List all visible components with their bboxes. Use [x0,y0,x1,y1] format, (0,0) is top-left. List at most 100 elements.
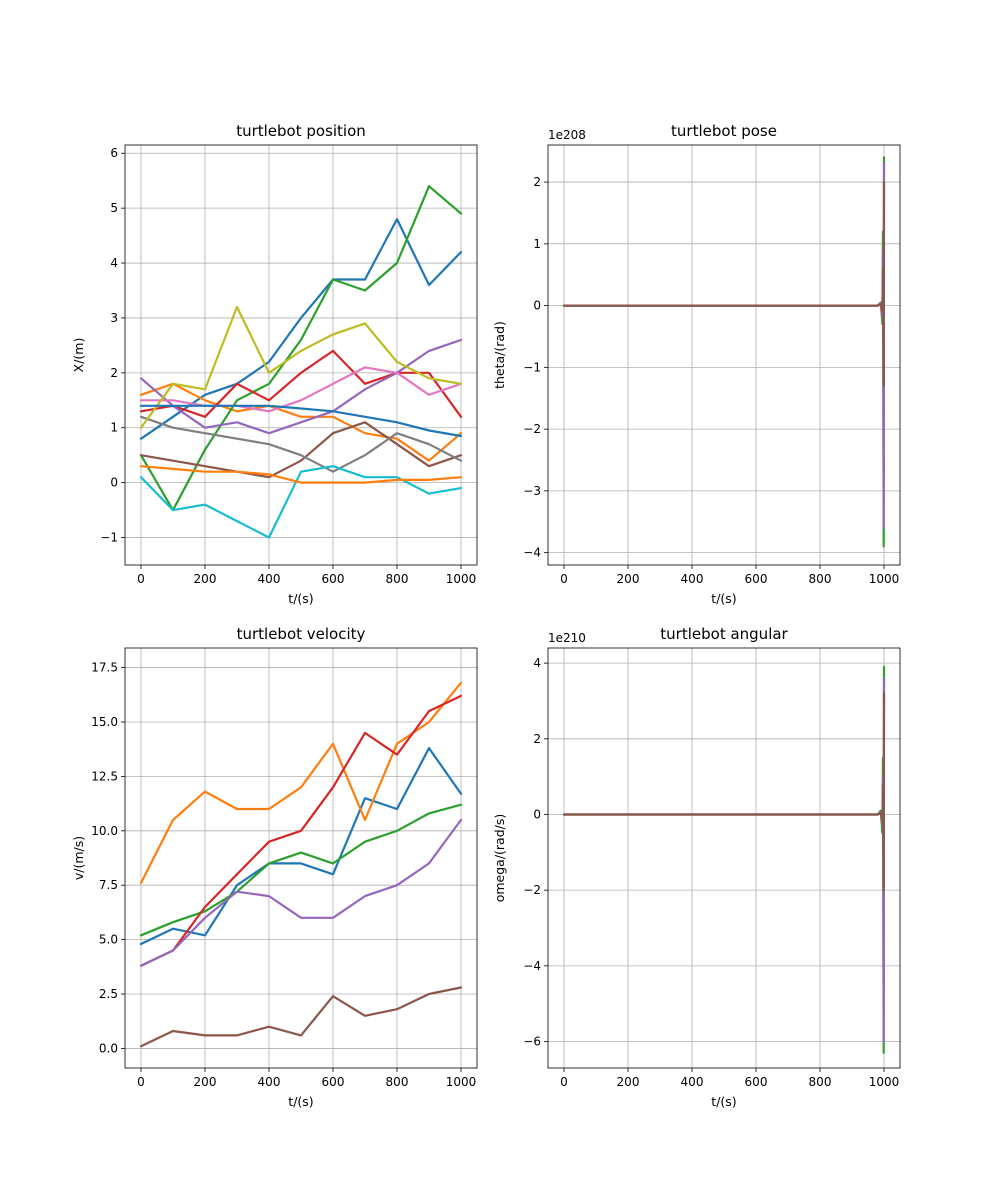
axes-frame [124,144,478,566]
chart-velocity: 0 200 400 600 800 1000 0.0 2.5 5.0 7.5 10.0 12.5 15.… [71,625,478,1109]
x-tick-label: 600 [322,1075,345,1089]
y-tick-label: 5.0 [99,933,118,947]
chart-pose: 0 200 400 600 800 1000 −4 −3 −2 −1 0 1 2 turtlebot po… [492,122,901,606]
y-tick-label: 0.0 [99,1041,118,1055]
x-axis-label: t/(s) [288,591,313,606]
y-tick-label: 2 [533,732,541,746]
y-tick-label: 10.0 [91,824,118,838]
offset-label: 1e208 [548,128,586,142]
y-tick-label: −2 [523,883,541,897]
y-tick-label: −1 [100,531,118,545]
x-tick-label: 400 [681,572,704,586]
y-axis-label: v/(m/s) [71,836,86,880]
series-line-2 [139,382,463,462]
y-tick-label: 15.0 [91,715,118,729]
chart-title: turtlebot pose [671,122,777,140]
x-axis-label: t/(s) [288,1094,313,1109]
y-axis-label: theta/(rad) [492,321,507,389]
grid [125,145,477,565]
x-tick-label: 200 [617,1075,640,1089]
y-tick-label: 12.5 [91,769,118,783]
x-tick-label: 400 [258,1075,281,1089]
series-line-1 [139,218,463,440]
y-tick-label: 4 [533,656,541,670]
x-tick-label: 800 [386,572,409,586]
y-tick-label: 6 [110,146,118,160]
x-tick-label: 0 [137,572,145,586]
grid [125,648,477,1068]
series-line-9 [139,305,463,429]
axes-frame [547,144,901,566]
y-tick-label: 17.5 [91,661,118,675]
series-line-11 [139,404,463,438]
y-tick-label: 1 [110,421,118,435]
y-axis-label: omega/(rad/s) [492,814,507,903]
series-line-3 [562,692,886,892]
x-tick-label: 200 [617,572,640,586]
series-group [562,665,886,1055]
y-tick-label: 5 [110,201,118,215]
y-tick-label: 7.5 [99,878,118,892]
y-tick-label: −1 [523,360,541,374]
y-tick-label: 0 [110,476,118,490]
x-tick-label: 1000 [869,572,900,586]
x-tick-label: 1000 [446,572,477,586]
offset-label: 1e210 [548,631,586,645]
x-tick-label: 800 [809,1075,832,1089]
series-line-6 [139,986,463,1048]
y-axis-label: X/(m) [71,338,86,373]
y-tick-label: −3 [523,484,541,498]
chart-angular: 0 200 400 600 800 1000 −6 −4 −2 0 2 4 turtlebot angu… [492,625,901,1109]
series-line-5 [139,818,463,967]
series-line-5 [139,338,463,435]
y-tick-label: 4 [110,256,118,270]
x-tick-label: 1000 [869,1075,900,1089]
series-line-3 [562,181,886,387]
series-group [139,185,463,539]
x-tick-label: 400 [681,1075,704,1089]
chart-title: turtlebot velocity [237,625,366,643]
series-line-3 [139,803,463,937]
y-tick-label: −2 [523,422,541,436]
x-tick-label: 0 [560,1075,568,1089]
axes-frame [124,647,478,1069]
y-tick-label: −4 [523,546,541,560]
series-line-1 [139,746,463,946]
series-group [139,681,463,1048]
chart-title: turtlebot position [236,122,366,140]
series-line-10 [139,465,463,539]
y-tick-label: −6 [523,1035,541,1049]
chart-position: 0 200 400 600 800 1000 −1 0 1 2 3 4 5 6 turtlebot posi… [71,122,478,606]
series-line-4 [139,349,463,418]
x-tick-label: 0 [560,572,568,586]
y-tick-label: 0 [533,807,541,821]
x-tick-label: 0 [137,1075,145,1089]
chart-title: turtlebot angular [660,625,788,643]
x-tick-label: 600 [745,572,768,586]
series-line-12 [139,465,463,484]
axes-frame [547,647,901,1069]
series-line-2 [139,681,463,885]
x-tick-label: 800 [386,1075,409,1089]
x-tick-label: 200 [194,1075,217,1089]
x-tick-label: 600 [745,1075,768,1089]
x-tick-label: 200 [194,572,217,586]
y-tick-label: −4 [523,959,541,973]
y-tick-label: 3 [110,311,118,325]
series-line-4 [139,694,463,967]
series-line-7 [139,366,463,413]
x-tick-label: 800 [809,572,832,586]
x-tick-label: 400 [258,572,281,586]
x-tick-label: 600 [322,572,345,586]
series-line-6 [139,421,463,479]
y-tick-label: 2 [110,366,118,380]
y-tick-label: 0 [533,299,541,313]
x-axis-label: t/(s) [711,591,736,606]
series-group [562,156,886,548]
x-tick-label: 1000 [446,1075,477,1089]
y-tick-label: 1 [533,237,541,251]
x-axis-label: t/(s) [711,1094,736,1109]
y-tick-label: 2.5 [99,987,118,1001]
y-tick-label: 2 [533,175,541,189]
